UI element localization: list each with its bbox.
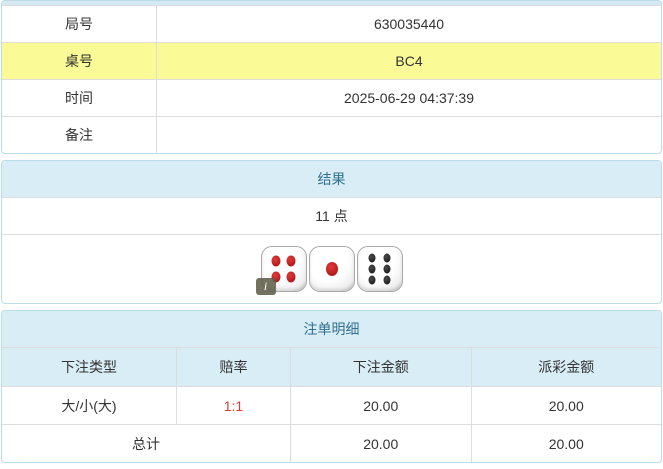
time-value: 2025-06-29 04:37:39 (344, 90, 474, 106)
result-points: 11 点 (2, 198, 661, 235)
table-row-round-id: 局号 630035440 (2, 5, 661, 42)
col-header-odds: 赔率 (175, 348, 290, 386)
table-id-value: BC4 (395, 53, 423, 69)
bet-details-panel: 注单明细 下注类型 赔率 下注金额 派彩金额 大/小(大) 1:1 20.00 … (1, 310, 662, 463)
panel-top-strip (2, 1, 661, 5)
dice-row: i (2, 235, 661, 303)
result-points-text: 11 点 (315, 208, 348, 224)
remark-value (157, 117, 661, 153)
total-bet-amount-cell: 20.00 (289, 424, 471, 462)
table-row-remark: 备注 (2, 116, 661, 153)
table-id-label: 桌号 (2, 43, 157, 79)
col-header-bet-type: 下注类型 (2, 348, 176, 386)
payout-cell: 20.00 (470, 386, 661, 424)
remark-label: 备注 (2, 117, 157, 153)
dice-group: i (255, 246, 403, 295)
total-payout-cell: 20.00 (470, 424, 661, 462)
result-panel: 结果 11 点 i (1, 160, 662, 304)
table-row-table-id: 桌号 BC4 (2, 42, 661, 79)
total-row: 总计 20.00 20.00 (2, 424, 661, 462)
round-id-value: 630035440 (373, 16, 445, 32)
info-icon[interactable]: i (255, 278, 276, 295)
bet-type-cell: 大/小(大) (2, 386, 176, 424)
die-face-6 (356, 246, 403, 292)
time-label: 时间 (2, 80, 157, 116)
col-header-payout: 派彩金额 (470, 348, 661, 386)
bet-amount-cell: 20.00 (289, 386, 471, 424)
bets-table: 下注类型 赔率 下注金额 派彩金额 大/小(大) 1:1 20.00 20.00… (2, 348, 661, 462)
round-id-label: 局号 (2, 6, 157, 42)
result-panel-title: 结果 (2, 161, 661, 198)
odds-cell: 1:1 (175, 386, 290, 424)
table-row-time: 时间 2025-06-29 04:37:39 (2, 79, 661, 116)
bet-row: 大/小(大) 1:1 20.00 20.00 (2, 386, 661, 424)
bet-details-title: 注单明细 (2, 311, 661, 348)
bets-header-row: 下注类型 赔率 下注金额 派彩金额 (2, 348, 661, 386)
total-label-cell: 总计 (2, 424, 290, 462)
game-info-panel: 局号 630035440 桌号 BC4 时间 2025-06-29 04:37:… (1, 0, 662, 154)
die-face-1 (308, 246, 355, 292)
col-header-bet-amount: 下注金额 (289, 348, 471, 386)
